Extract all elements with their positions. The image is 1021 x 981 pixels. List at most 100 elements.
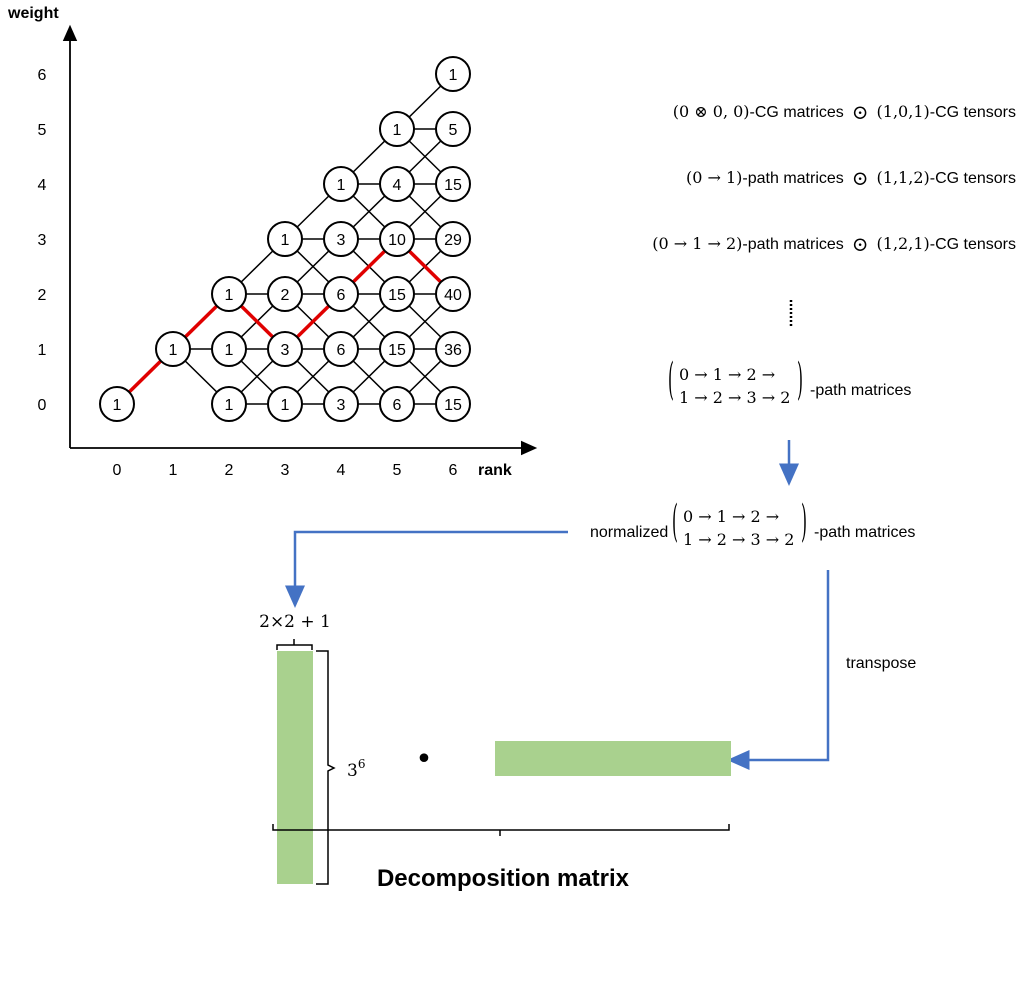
- matrix-product: 2×2 + 1 36 • Decomposition matrix: [259, 612, 731, 892]
- node-value: 15: [388, 342, 406, 359]
- lattice-node: 15: [435, 166, 471, 202]
- rank-tick-labels: 0 1 2 3 4 5 6: [113, 462, 458, 479]
- node-circle: [267, 386, 303, 422]
- node-circle: [323, 386, 359, 422]
- node-value: 6: [393, 397, 402, 414]
- svg-text:(: (: [668, 353, 674, 405]
- svg-text:): ): [801, 495, 807, 547]
- node-value: 1: [225, 342, 234, 359]
- node-circle: [267, 221, 303, 257]
- left-connector-arrow: [285, 530, 568, 608]
- node-circle: [99, 386, 135, 422]
- normalized-prefix: normalized: [590, 524, 668, 541]
- node-value: 29: [444, 232, 462, 249]
- node-value: 3: [281, 342, 290, 359]
- node-circle: [435, 221, 471, 257]
- lattice-node: 10: [379, 221, 415, 257]
- node-circle: [211, 331, 247, 367]
- lattice-node: 40: [435, 276, 471, 312]
- svg-text:(: (: [672, 495, 678, 547]
- lattice-node: 36: [435, 331, 471, 367]
- node-circle: [267, 276, 303, 312]
- path-line-3: (0 → 1 → 2)-path matrices ⊙ (1,2,1)-CG ten…: [652, 232, 1016, 256]
- node-circle: [379, 166, 415, 202]
- column-height-brace: [316, 650, 336, 885]
- node-circle: [435, 276, 471, 312]
- node-value: 6: [337, 287, 346, 304]
- right-panel: (0 ⊗ 0, 0)-CG matrices ⊙ (1,0,1)-CG tensor…: [285, 100, 1016, 770]
- final-path-suffix: -path matrices: [810, 382, 911, 399]
- lattice-node: 1: [379, 111, 415, 147]
- lattice-node: 3: [323, 221, 359, 257]
- lattice-node: 1: [211, 331, 247, 367]
- node-circle: [435, 111, 471, 147]
- lattice-node: 29: [435, 221, 471, 257]
- lattice-node: 15: [435, 386, 471, 422]
- node-value: 15: [388, 287, 406, 304]
- right-connector-arrow: [727, 570, 830, 770]
- node-circle: [323, 276, 359, 312]
- final-path-row-1: 0 → 1 → 2 →: [679, 365, 775, 384]
- weight-tick-4: 4: [38, 177, 47, 194]
- node-circle: [435, 56, 471, 92]
- node-value: 1: [337, 177, 346, 194]
- node-value: 1: [225, 287, 234, 304]
- node-circle: [211, 276, 247, 312]
- path-line-2: (0 → 1)-path matrices ⊙ (1,1,2)-CG tensors: [686, 166, 1016, 190]
- node-value: 1: [169, 342, 178, 359]
- node-circle: [379, 331, 415, 367]
- node-value: 15: [444, 397, 462, 414]
- node-circle: [323, 221, 359, 257]
- column-width-label: 2×2 + 1: [259, 612, 331, 632]
- rank-tick-2: 2: [225, 462, 234, 479]
- column-width-brace: [276, 639, 313, 650]
- weight-tick-labels: 0 1 2 3 4 5 6: [38, 67, 47, 414]
- lattice-node: 1: [211, 386, 247, 422]
- lattice-node: 1: [435, 56, 471, 92]
- node-value: 15: [444, 177, 462, 194]
- normalized-suffix: -path matrices: [814, 524, 915, 541]
- x-axis-label: rank: [478, 462, 512, 479]
- node-value: 5: [449, 122, 458, 139]
- node-value: 6: [337, 342, 346, 359]
- node-circle: [155, 331, 191, 367]
- caption-brace: [272, 824, 730, 836]
- final-path-matrices: ( 0 → 1 → 2 → 1 → 2 → 3 → 2 ) -path matr…: [668, 353, 911, 407]
- node-value: 1: [449, 67, 458, 84]
- lattice-node: 1: [267, 221, 303, 257]
- node-circle: [379, 111, 415, 147]
- node-value: 1: [225, 397, 234, 414]
- lattice-node: 1: [267, 386, 303, 422]
- rank-tick-4: 4: [337, 462, 346, 479]
- rank-tick-3: 3: [281, 462, 290, 479]
- lattice-node: 3: [267, 331, 303, 367]
- node-circle: [379, 221, 415, 257]
- rank-tick-1: 1: [169, 462, 178, 479]
- weight-tick-1: 1: [38, 342, 47, 359]
- lattice-node: 15: [379, 276, 415, 312]
- lattice-node: 6: [323, 331, 359, 367]
- row-matrix-bar: [495, 741, 731, 776]
- node-circle: [211, 386, 247, 422]
- transpose-label: transpose: [846, 655, 916, 672]
- lattice-node: 15: [379, 331, 415, 367]
- lattice-node: 1: [211, 276, 247, 312]
- lattice-node: 6: [379, 386, 415, 422]
- node-circle: [323, 166, 359, 202]
- svg-text:): ): [797, 353, 803, 405]
- node-circle: [435, 386, 471, 422]
- node-value: 1: [281, 397, 290, 414]
- weight-tick-5: 5: [38, 122, 47, 139]
- node-value: 3: [337, 397, 346, 414]
- node-value: 1: [281, 232, 290, 249]
- node-value: 36: [444, 342, 462, 359]
- node-circle: [435, 331, 471, 367]
- node-circle: [379, 276, 415, 312]
- weight-tick-3: 3: [38, 232, 47, 249]
- node-circle: [435, 166, 471, 202]
- node-circle: [379, 386, 415, 422]
- normalized-path-matrices: normalized ( 0 → 1 → 2 → 1 → 2 → 3 → 2 )…: [590, 495, 915, 549]
